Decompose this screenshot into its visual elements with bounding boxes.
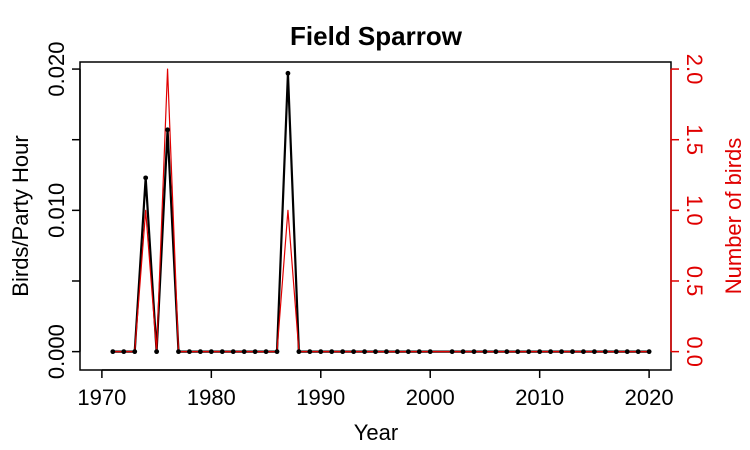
- y2-tick-label: 0.0: [682, 336, 707, 367]
- data-point: [362, 349, 367, 355]
- y2-tick-label: 0.5: [682, 266, 707, 297]
- data-point: [230, 349, 236, 355]
- data-point: [591, 349, 597, 355]
- data-point: [515, 349, 521, 355]
- y2-tick-label: 1.5: [682, 124, 707, 155]
- data-point: [285, 70, 291, 76]
- data-point: [197, 349, 203, 355]
- data-point: [143, 175, 149, 181]
- x-tick-label: 1970: [77, 385, 126, 410]
- data-point: [471, 349, 477, 355]
- y2-axis-title: Number of birds: [721, 138, 746, 295]
- y-tick-label: 0.000: [44, 324, 69, 379]
- y2-axis: 0.0 0.5 1.0 1.5 2.0: [670, 54, 707, 367]
- data-point: [570, 349, 575, 355]
- data-point: [121, 349, 127, 355]
- x-tick-label: 1990: [296, 385, 345, 410]
- x-tick-label: 2010: [515, 385, 564, 410]
- data-point: [176, 349, 181, 355]
- y-axis-title: Birds/Party Hour: [8, 135, 33, 296]
- y2-tick-label: 2.0: [682, 54, 707, 85]
- x-tick-label: 2020: [625, 385, 674, 410]
- data-point: [340, 349, 346, 355]
- data-point: [351, 349, 357, 355]
- x-tick-label: 2000: [406, 385, 455, 410]
- data-point: [646, 349, 652, 355]
- data-point: [482, 349, 488, 355]
- x-axis: 1970 1980 1990 2000 2010 2020: [77, 369, 674, 410]
- data-point: [252, 349, 258, 355]
- data-point: [132, 349, 138, 355]
- data-point: [208, 349, 214, 355]
- data-point: [581, 349, 586, 355]
- data-point: [165, 127, 170, 133]
- data-point: [537, 349, 543, 355]
- data-point: [318, 349, 324, 355]
- data-point: [241, 349, 247, 355]
- data-point: [635, 349, 641, 355]
- data-point: [559, 349, 564, 355]
- data-point: [307, 349, 313, 355]
- data-point: [219, 349, 225, 355]
- data-point: [274, 349, 280, 355]
- y-axis: 0.000 0.010 0.020: [44, 42, 81, 379]
- data-point: [296, 349, 302, 355]
- data-point: [493, 349, 499, 355]
- data-point: [427, 349, 433, 355]
- data-point: [460, 349, 466, 355]
- data-point: [263, 349, 269, 355]
- data-point: [624, 349, 630, 355]
- data-point: [384, 349, 389, 355]
- data-point: [449, 349, 455, 355]
- data-point: [602, 349, 608, 355]
- data-point: [187, 349, 192, 355]
- y2-tick-label: 1.0: [682, 195, 707, 226]
- x-tick-label: 1980: [187, 385, 236, 410]
- data-point: [526, 349, 532, 355]
- data-point: [329, 349, 335, 355]
- x-axis-title: Year: [354, 420, 398, 445]
- data-point: [416, 349, 422, 355]
- y-tick-label: 0.020: [44, 42, 69, 97]
- series-layer: [110, 68, 652, 355]
- chart-title: Field Sparrow: [290, 21, 463, 51]
- data-point: [504, 349, 510, 355]
- y-tick-label: 0.010: [44, 183, 69, 238]
- data-point: [405, 349, 411, 355]
- data-point: [373, 349, 378, 355]
- data-point: [110, 349, 116, 355]
- data-point: [548, 349, 554, 355]
- data-point: [394, 349, 400, 355]
- data-point: [154, 349, 160, 355]
- data-point: [613, 349, 619, 355]
